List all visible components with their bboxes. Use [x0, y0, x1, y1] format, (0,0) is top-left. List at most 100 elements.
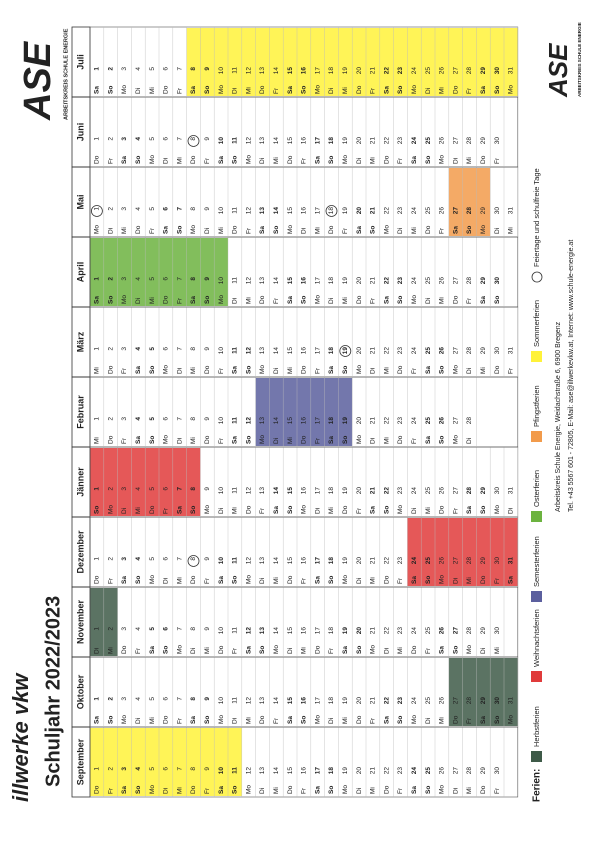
day-number: 1 — [94, 697, 101, 701]
day-number: 11 — [232, 767, 239, 774]
weekday: Do — [356, 715, 363, 724]
weekday: Fr — [301, 157, 308, 164]
day-number: 26 — [439, 347, 446, 355]
weekday: Mo — [466, 645, 473, 654]
weekday: Do — [204, 365, 211, 374]
day-number: 28 — [466, 137, 473, 145]
day-number: 15 — [287, 487, 294, 495]
day-number: 15 — [287, 767, 294, 775]
day-number: 20 — [356, 767, 363, 775]
day-number: 6 — [163, 697, 170, 701]
day-number: 22 — [383, 697, 390, 705]
holiday-circle — [187, 135, 200, 147]
weekday: Mo — [149, 785, 156, 794]
weekday: Mi — [342, 297, 349, 304]
day-number: 4 — [135, 137, 142, 141]
day-number: 1 — [94, 347, 101, 351]
weekday: Sa — [383, 296, 390, 304]
day-number: 19 — [342, 417, 349, 425]
day-number: 14 — [273, 277, 280, 285]
day-number: 8 — [190, 67, 197, 71]
day-number: 27 — [452, 137, 459, 145]
day-number: 4 — [135, 207, 142, 211]
weekday: Mo — [452, 435, 459, 444]
weekday: Di — [452, 788, 459, 794]
day-number: 6 — [163, 487, 170, 491]
day-number: 23 — [397, 277, 404, 285]
weekday: Fr — [439, 227, 446, 234]
weekday: Di — [232, 298, 239, 304]
weekday: Fr — [452, 507, 459, 514]
day-number: 18 — [328, 487, 335, 495]
day-number: 12 — [245, 347, 252, 355]
day-number: 26 — [439, 277, 446, 285]
weekday: Mi — [314, 227, 321, 234]
weekday: Di — [287, 648, 294, 654]
day-number: 25 — [425, 697, 432, 705]
day-number: 17 — [314, 277, 321, 285]
weekday: Mi — [301, 647, 308, 654]
weekday: Di — [480, 648, 487, 654]
day-number: 6 — [163, 557, 170, 561]
day-number: 21 — [370, 137, 377, 145]
day-number: 24 — [411, 207, 418, 215]
day-number: 14 — [273, 557, 280, 565]
weekday: Mo — [245, 785, 252, 794]
weekday: Mi — [245, 717, 252, 724]
weekday: Mo — [163, 435, 170, 444]
day-number: 4 — [135, 67, 142, 71]
weekday: Mi — [176, 577, 183, 584]
weekday: Mi — [204, 647, 211, 654]
day-number: 23 — [397, 697, 404, 705]
weekday: Mi — [287, 367, 294, 374]
weekday: Mo — [314, 85, 321, 94]
weekday: Sa — [232, 436, 239, 444]
contact: Tel. +43 5567 601 - 72805, E-Mail: ase@i… — [568, 240, 575, 512]
day-number: 8 — [190, 137, 197, 141]
weekday: Do — [397, 435, 404, 444]
day-number: 2 — [107, 347, 114, 351]
weekday: Di — [204, 228, 211, 234]
weekday: Do — [190, 155, 197, 164]
weekday: Fr — [397, 157, 404, 164]
day-number: 30 — [494, 207, 501, 215]
day-number: 10 — [218, 767, 225, 775]
day-number: 16 — [301, 627, 308, 635]
day-number: 28 — [466, 277, 473, 285]
day-number: 26 — [439, 697, 446, 705]
day-number: 13 — [259, 207, 266, 215]
weekday: Mi — [328, 507, 335, 514]
day-number: 28 — [466, 487, 473, 495]
day-number: 22 — [383, 557, 390, 565]
weekday: Sa — [439, 646, 446, 654]
day-number: 15 — [287, 347, 294, 355]
weekday: Do — [452, 715, 459, 724]
day-number: 26 — [439, 557, 446, 565]
weekday: So — [480, 506, 487, 514]
day-number: 24 — [411, 137, 418, 145]
day-number: 21 — [370, 627, 377, 635]
day-number: 27 — [452, 557, 459, 565]
weekday: Sa — [121, 576, 128, 584]
weekday: Sa — [356, 226, 363, 234]
day-number: 6 — [163, 767, 170, 771]
day-number: 28 — [466, 417, 473, 425]
day-number: 21 — [370, 557, 377, 565]
day-number: 20 — [356, 417, 363, 425]
weekday: So — [466, 226, 473, 234]
month-name: Februar — [75, 395, 85, 429]
day-number: 7 — [176, 67, 183, 71]
day-number: 3 — [121, 417, 128, 421]
weekday: Di — [94, 648, 101, 654]
day-number: 7 — [176, 417, 183, 421]
day-number: 8 — [190, 557, 197, 561]
day-number: 25 — [425, 137, 432, 145]
weekday: Mo — [287, 225, 294, 234]
day-number: 14 — [273, 417, 280, 425]
weekday: Di — [425, 298, 432, 304]
day-number: 31 — [508, 347, 515, 355]
weekday: Mo — [259, 435, 266, 444]
day-number: 20 — [356, 277, 363, 285]
day-number: 7 — [176, 697, 183, 701]
